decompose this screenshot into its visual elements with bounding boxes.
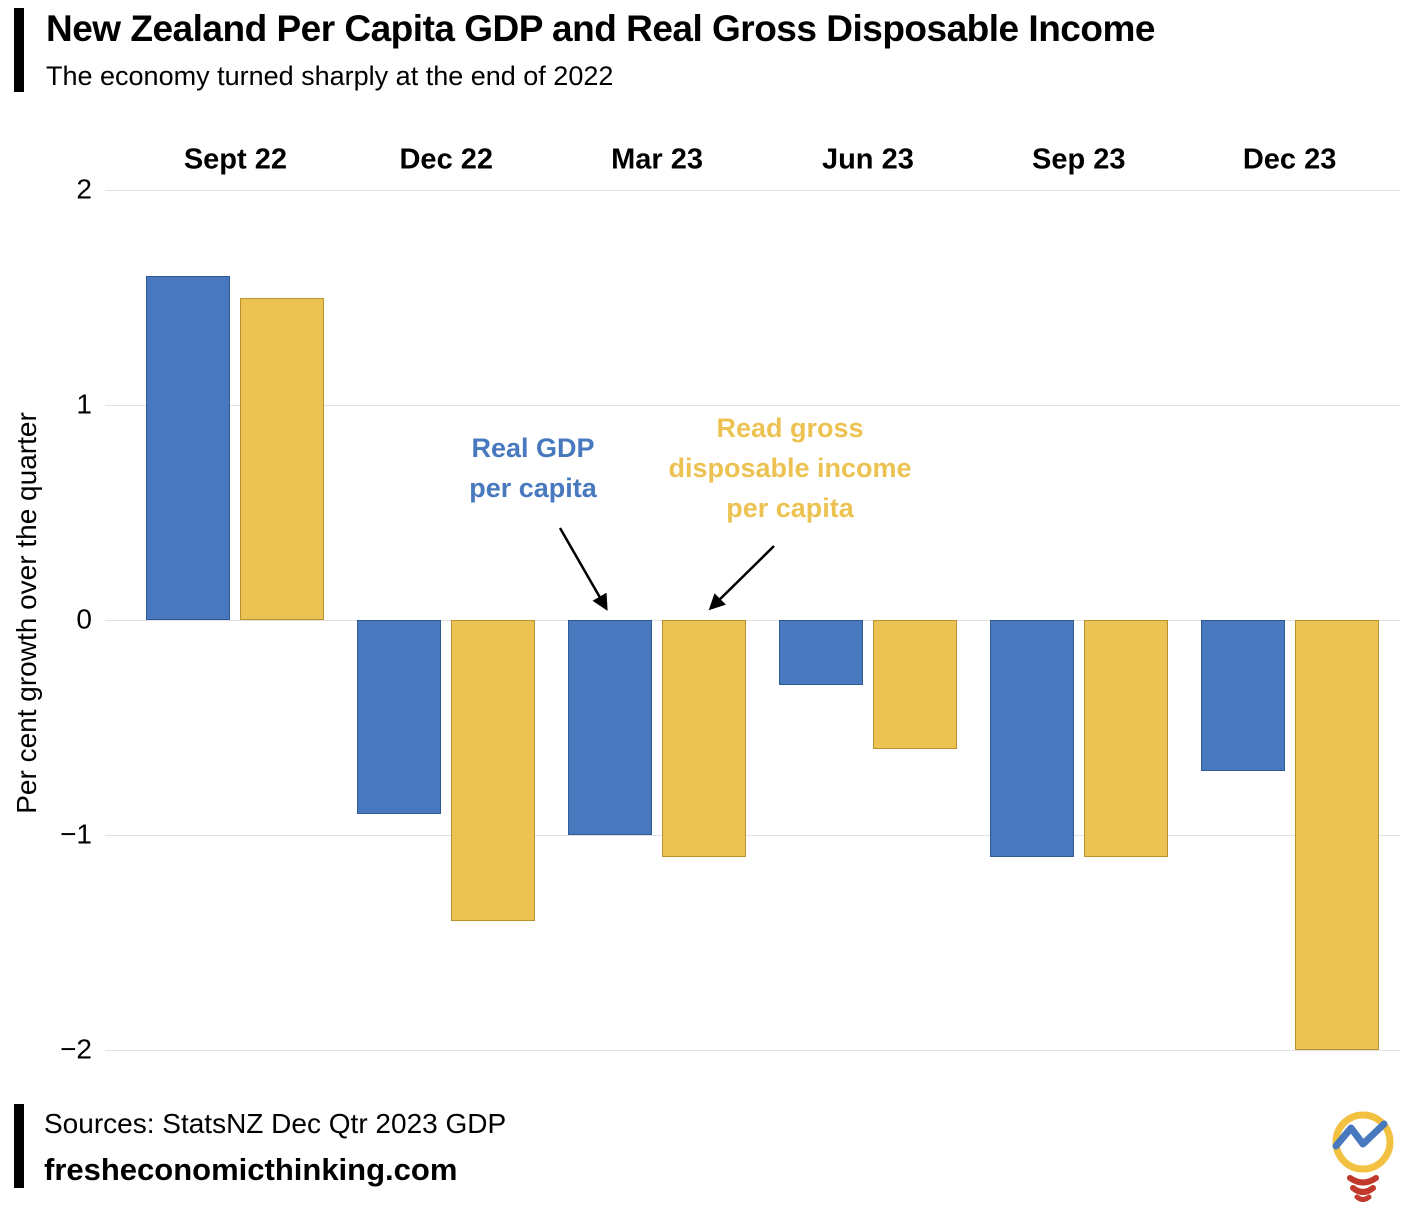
bar-read-gross-disposable-income-per-capita-sept-22 [240,297,325,620]
bar-real-gdp-per-capita-sep-23 [989,620,1074,857]
y-tick-label: −2 [60,1033,92,1065]
x-category-label-jun-23: Jun 23 [821,143,914,176]
fresh-economic-thinking-logo [1332,1111,1394,1202]
annotation-line: disposable income [668,453,912,483]
gridline-y--2 [105,1050,1400,1051]
page-subtitle: The economy turned sharply at the end of… [46,60,614,91]
title-accent-bar [14,8,24,92]
bar-read-gross-disposable-income-per-capita-dec-22 [451,620,536,921]
footer: Sources: StatsNZ Dec Qtr 2023 GDP freshe… [14,1104,506,1188]
x-category-label-dec-23: Dec 23 [1242,143,1337,176]
y-tick-label: 0 [76,603,92,635]
annotation-line: per capita [469,473,597,503]
gridline-y-1 [105,405,1400,406]
footer-accent-bar [14,1104,24,1188]
bar-real-gdp-per-capita-dec-22 [357,620,442,814]
annotation-line: Real GDP [471,433,595,463]
gridline-y--1 [105,835,1400,836]
series-annotation-real-gdp: Real GDP per capita [469,428,597,508]
y-tick-label: −1 [60,818,92,850]
x-category-label-sept-22: Sept 22 [183,143,287,176]
arrow-real-gdp [558,527,608,611]
bar-real-gdp-per-capita-sept-22 [146,276,231,620]
footer-text: Sources: StatsNZ Dec Qtr 2023 GDP freshe… [44,1104,506,1188]
series-annotation-disposable-income: Read gross disposable income per capita [668,408,911,528]
x-category-label-sep-23: Sep 23 [1032,143,1126,176]
x-category-label-mar-23: Mar 23 [611,143,704,176]
site-name: fresheconomicthinking.com [44,1152,458,1187]
y-tick-label: 2 [76,173,92,205]
header-text: New Zealand Per Capita GDP and Real Gros… [46,8,1155,92]
header: New Zealand Per Capita GDP and Real Gros… [14,8,1155,92]
x-category-label-dec-22: Dec 22 [399,143,494,176]
bar-real-gdp-per-capita-dec-23 [1200,620,1285,771]
bar-read-gross-disposable-income-per-capita-jun-23 [872,620,957,749]
bar-read-gross-disposable-income-per-capita-sep-23 [1083,620,1168,857]
gridline-y-0 [105,620,1400,621]
gridline-y-2 [105,190,1400,191]
sources-text: Sources: StatsNZ Dec Qtr 2023 GDP [44,1108,507,1139]
arrow-disposable-income [708,545,775,611]
page-title: New Zealand Per Capita GDP and Real Gros… [46,8,1155,49]
bar-read-gross-disposable-income-per-capita-dec-23 [1294,620,1379,1050]
bar-read-gross-disposable-income-per-capita-mar-23 [662,620,747,857]
annotation-line: Read gross [716,413,864,443]
annotation-line: per capita [726,493,854,523]
y-tick-label: 1 [76,388,92,420]
bar-real-gdp-per-capita-mar-23 [568,620,653,835]
bar-real-gdp-per-capita-jun-23 [778,620,863,685]
